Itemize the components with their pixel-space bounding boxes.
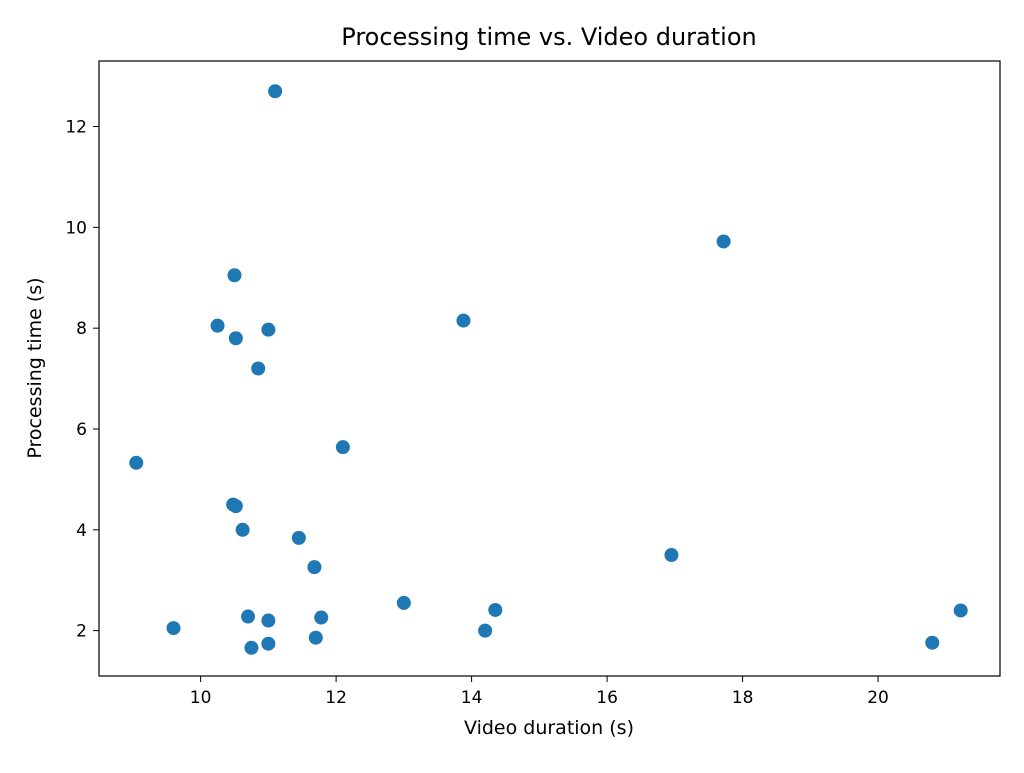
scatter-point [129, 455, 144, 470]
scatter-point [478, 623, 493, 638]
scatter-point [291, 530, 306, 545]
x-tick-label: 18 [732, 688, 754, 708]
scatter-point [716, 234, 731, 249]
scatter-point [268, 84, 283, 99]
axis-ticks: 10 12 14 16 18 20 2 4 6 8 10 12 [65, 118, 889, 708]
scatter-point [166, 621, 181, 636]
scatter-point [210, 318, 225, 333]
plot-area-frame [98, 60, 1001, 677]
scatter-point [925, 635, 940, 650]
scatter-point [261, 636, 276, 651]
x-tick-label: 12 [325, 688, 347, 708]
scatter-point [953, 603, 968, 618]
x-tick-label: 20 [867, 688, 889, 708]
scatter-point [664, 548, 679, 563]
scatter-point [396, 595, 411, 610]
y-tick-label: 12 [65, 118, 87, 138]
chart-title: Processing time vs. Video duration [341, 23, 756, 51]
scatter-point [251, 361, 266, 376]
scatter-point [228, 331, 243, 346]
y-tick-label: 2 [76, 622, 87, 642]
x-axis-label: Video duration (s) [464, 717, 634, 739]
x-tick-label: 14 [461, 688, 483, 708]
scatter-point [235, 522, 250, 537]
scatter-point [335, 440, 350, 455]
scatter-point [241, 609, 256, 624]
scatter-point [261, 613, 276, 628]
scatter-point [308, 630, 323, 645]
scatter-point [456, 313, 471, 328]
scatter-point [314, 610, 329, 625]
x-tick-label: 16 [596, 688, 618, 708]
x-tick-label: 10 [190, 688, 212, 708]
y-tick-label: 6 [76, 420, 87, 440]
y-tick-label: 8 [76, 319, 87, 339]
data-points [129, 84, 968, 655]
scatter-point [261, 322, 276, 337]
scatter-point [244, 640, 259, 655]
y-tick-label: 4 [76, 521, 87, 541]
scatter-point [488, 602, 503, 617]
y-tick-label: 10 [65, 218, 87, 238]
scatter-point [227, 268, 242, 283]
y-axis-label: Processing time (s) [24, 277, 46, 458]
scatter-point [307, 560, 322, 575]
scatter-point [228, 499, 243, 514]
